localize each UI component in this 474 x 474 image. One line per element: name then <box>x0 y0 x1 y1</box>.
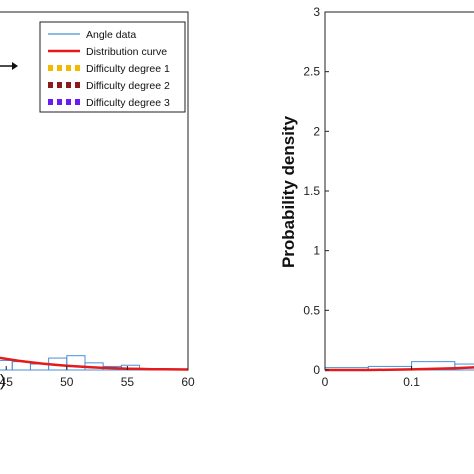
legend-label: Angle data <box>86 29 136 41</box>
legend-label: Distribution curve <box>86 46 167 58</box>
legend-swatch <box>66 65 71 71</box>
legend-swatch <box>66 99 71 105</box>
y-tick-label: 2.5 <box>303 65 320 79</box>
left-distribution-curve <box>0 356 189 371</box>
x-tick-label: 50 <box>60 375 74 389</box>
y-tick-label: 0.5 <box>303 303 320 317</box>
legend-swatch <box>48 99 53 105</box>
y-tick-label: 2 <box>313 124 320 138</box>
right-plot-frame <box>324 11 474 371</box>
y-tick-label: 3 <box>313 5 320 19</box>
legend-swatch <box>48 65 53 71</box>
right-panel: 00.10.20.3 00.511.522.53 Distance dataDi… <box>279 5 474 389</box>
y-axis-label: Probability density <box>279 115 298 268</box>
y-tick-label: 1.5 <box>303 184 320 198</box>
legend-swatch <box>75 99 80 105</box>
x-tick-label: 0.1 <box>403 375 420 389</box>
x-tick-label: 60 <box>181 375 195 389</box>
legend-swatch <box>57 82 62 88</box>
left-legend: Angle data Distribution curve Difficulty d… <box>39 21 186 113</box>
legend-label: Difficulty degree 3 <box>86 97 170 109</box>
legend-swatch <box>66 82 71 88</box>
legend-swatch <box>48 82 53 88</box>
x-tick-label: 55 <box>121 375 135 389</box>
panel-label-fragment: ) <box>0 371 6 390</box>
right-y-ticks: 0 0.5 1 1.5 2 2.5 3 <box>303 5 329 377</box>
legend-label: Difficulty degree 1 <box>86 63 170 75</box>
left-x-ticks: 4045505560 <box>0 366 195 389</box>
right-distribution-curve <box>325 366 474 372</box>
y-tick-label: 0 <box>313 363 320 377</box>
legend-box <box>39 21 186 113</box>
legend-swatch <box>75 65 80 71</box>
legend-swatch <box>57 99 62 105</box>
arrow-indicator <box>0 62 18 70</box>
right-x-ticks: 00.10.20.3 <box>322 366 420 389</box>
legend-swatch <box>57 65 62 71</box>
legend-swatch <box>75 82 80 88</box>
legend-label: Difficulty degree 2 <box>86 80 170 92</box>
y-tick-label: 1 <box>313 244 320 258</box>
x-tick-label: 45 <box>0 375 13 389</box>
x-tick-label: 0 <box>322 375 329 389</box>
